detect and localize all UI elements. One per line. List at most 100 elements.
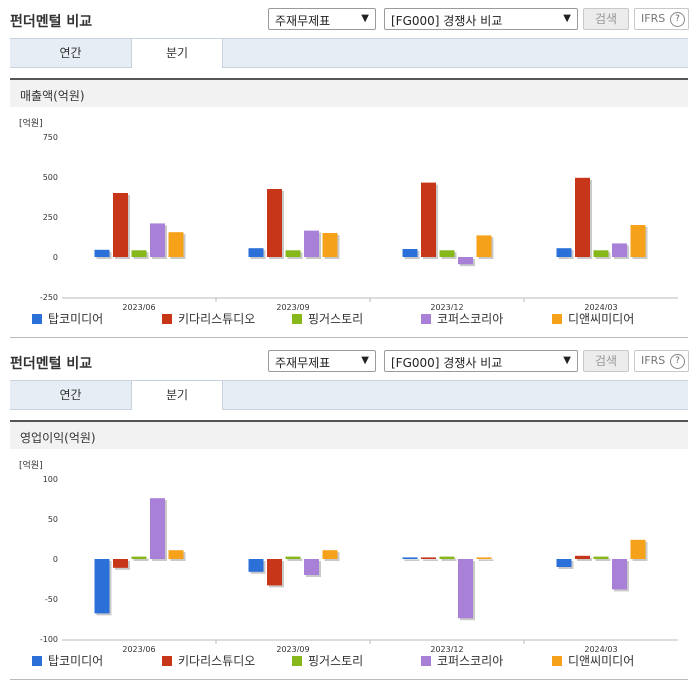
legend-item[interactable]: 탑코미디어 bbox=[32, 652, 103, 669]
bar[interactable] bbox=[556, 248, 572, 257]
x-tick-label: 2023/06 bbox=[122, 303, 155, 310]
period-tabs: 연간 분기 bbox=[10, 38, 688, 68]
legend-item[interactable]: 탑코미디어 bbox=[32, 310, 103, 327]
bar[interactable] bbox=[94, 559, 110, 614]
bar[interactable] bbox=[612, 243, 627, 257]
comparison-select[interactable]: [FG000] 경쟁사 비교 ▼ bbox=[384, 350, 578, 372]
ifrs-label: IFRS bbox=[641, 12, 666, 25]
comparison-select-value: [FG000] 경쟁사 비교 bbox=[391, 14, 503, 28]
bar[interactable] bbox=[131, 250, 147, 257]
question-circle-icon: ? bbox=[670, 354, 685, 369]
statement-select[interactable]: 주재무제표 ▼ bbox=[268, 350, 376, 372]
bar[interactable] bbox=[575, 555, 590, 559]
bar[interactable] bbox=[439, 250, 455, 257]
legend-label: 코퍼스코리아 bbox=[437, 312, 504, 326]
legend-item[interactable]: 키다리스튜디오 bbox=[162, 652, 255, 669]
search-button[interactable]: 검색 bbox=[583, 8, 629, 30]
y-tick-label: 0 bbox=[53, 253, 58, 262]
bar[interactable] bbox=[421, 182, 436, 257]
panel-title: 펀더멘털 비교 bbox=[10, 14, 93, 30]
tab-quarterly[interactable]: 분기 bbox=[131, 380, 223, 410]
legend-label: 탑코미디어 bbox=[48, 654, 104, 668]
panel-header: 펀더멘털 비교 주재무제표 ▼ [FG000] 경쟁사 비교 ▼ 검색 IFRS… bbox=[0, 0, 696, 38]
bar[interactable] bbox=[322, 550, 338, 559]
bar[interactable] bbox=[285, 556, 301, 559]
y-tick-label: 750 bbox=[43, 133, 58, 142]
comparison-select[interactable]: [FG000] 경쟁사 비교 ▼ bbox=[384, 8, 578, 30]
bar[interactable] bbox=[168, 550, 184, 559]
statement-select[interactable]: 주재무제표 ▼ bbox=[268, 8, 376, 30]
legend-swatch bbox=[32, 314, 42, 324]
legend-label: 탑코미디어 bbox=[48, 312, 104, 326]
bar[interactable] bbox=[113, 559, 128, 568]
y-tick-label: -250 bbox=[40, 293, 58, 302]
bar[interactable] bbox=[439, 556, 455, 559]
bar[interactable] bbox=[402, 557, 418, 559]
ifrs-button[interactable]: IFRS ? bbox=[634, 350, 689, 372]
legend-label: 디앤씨미디어 bbox=[568, 654, 635, 668]
bar[interactable] bbox=[476, 235, 492, 257]
y-tick-label: 50 bbox=[48, 515, 58, 524]
bar[interactable] bbox=[421, 557, 436, 559]
bar[interactable] bbox=[593, 556, 609, 559]
bar-shadow bbox=[404, 559, 420, 561]
bar[interactable] bbox=[630, 539, 646, 559]
bar[interactable] bbox=[304, 559, 319, 575]
legend-item[interactable]: 코퍼스코리아 bbox=[421, 310, 503, 327]
metric-title: 영업이익(억원) bbox=[20, 431, 96, 445]
y-tick-label: 250 bbox=[43, 213, 58, 222]
bar[interactable] bbox=[131, 556, 147, 559]
bar[interactable] bbox=[575, 177, 590, 257]
legend-swatch bbox=[162, 656, 172, 666]
bar[interactable] bbox=[113, 193, 128, 257]
x-tick-label: 2023/09 bbox=[276, 645, 309, 652]
bar[interactable] bbox=[168, 232, 184, 257]
legend-swatch bbox=[552, 656, 562, 666]
legend-item[interactable]: 코퍼스코리아 bbox=[421, 652, 503, 669]
bar[interactable] bbox=[267, 559, 282, 586]
bar[interactable] bbox=[476, 557, 492, 559]
x-tick-label: 2023/09 bbox=[276, 303, 309, 310]
y-tick-label: 0 bbox=[53, 555, 58, 564]
chevron-down-icon: ▼ bbox=[563, 13, 571, 24]
ifrs-button[interactable]: IFRS ? bbox=[634, 8, 689, 30]
bar[interactable] bbox=[593, 250, 609, 257]
panel-title: 펀더멘털 비교 bbox=[10, 356, 93, 372]
legend-item[interactable]: 디앤씨미디어 bbox=[552, 652, 634, 669]
legend-item[interactable]: 핑거스토리 bbox=[292, 652, 363, 669]
tab-quarterly[interactable]: 분기 bbox=[131, 38, 223, 68]
bar[interactable] bbox=[304, 230, 319, 257]
legend-item[interactable]: 키다리스튜디오 bbox=[162, 310, 255, 327]
tab-annual[interactable]: 연간 bbox=[59, 46, 82, 60]
legend-swatch bbox=[292, 656, 302, 666]
legend-item[interactable]: 핑거스토리 bbox=[292, 310, 363, 327]
legend-label: 핑거스토리 bbox=[308, 312, 364, 326]
bar[interactable] bbox=[612, 559, 627, 590]
unit-label: [억원] bbox=[19, 459, 43, 471]
bar-shadow bbox=[423, 559, 438, 561]
bar[interactable] bbox=[458, 559, 473, 619]
legend-swatch bbox=[552, 314, 562, 324]
bar[interactable] bbox=[248, 248, 264, 257]
tab-annual[interactable]: 연간 bbox=[59, 388, 82, 402]
bar[interactable] bbox=[322, 233, 338, 257]
period-tabs: 연간 분기 bbox=[10, 380, 688, 410]
bar[interactable] bbox=[150, 498, 165, 559]
bar[interactable] bbox=[94, 249, 110, 257]
operating-profit-bar-chart: [억원]100 50 0 -50 -100 2023/06 2023/09 2023/12 20… bbox=[19, 459, 678, 652]
chart-legend: 탑코미디어 키다리스튜디오 핑거스토리 코퍼스코리아 디앤씨미디어 bbox=[10, 652, 688, 672]
statement-select-value: 주재무제표 bbox=[275, 356, 331, 370]
bar[interactable] bbox=[630, 225, 646, 257]
chart-legend: 탑코미디어 키다리스튜디오 핑거스토리 코퍼스코리아 디앤씨미디어 bbox=[10, 310, 688, 330]
search-button[interactable]: 검색 bbox=[583, 350, 629, 372]
bar[interactable] bbox=[248, 559, 264, 572]
bar[interactable] bbox=[458, 257, 473, 265]
revenue-bar-chart: [억원]750 500 250 0 -250 2023/06 2023/09 2023/12 2… bbox=[19, 117, 678, 310]
bar[interactable] bbox=[556, 559, 572, 567]
legend-item[interactable]: 디앤씨미디어 bbox=[552, 310, 634, 327]
metric-title: 매출액(억원) bbox=[20, 89, 85, 103]
bar[interactable] bbox=[285, 250, 301, 257]
bar[interactable] bbox=[150, 223, 165, 257]
bar[interactable] bbox=[402, 249, 418, 257]
bar[interactable] bbox=[267, 189, 282, 257]
